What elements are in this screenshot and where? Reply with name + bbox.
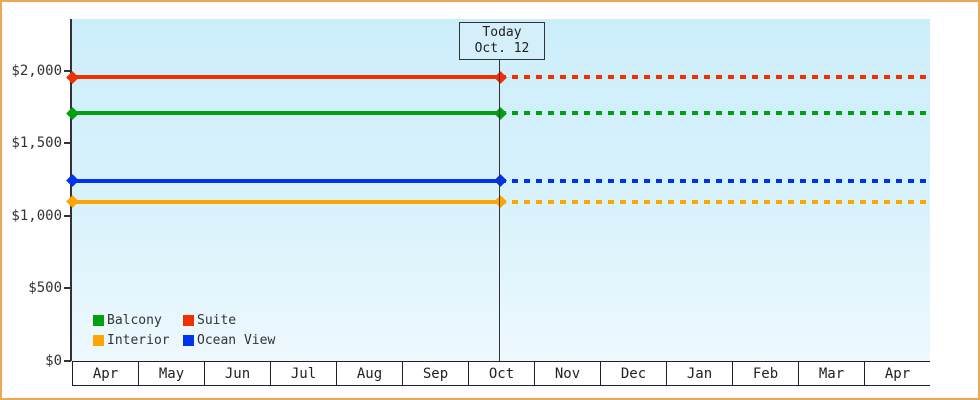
series-line-solid-interior — [72, 199, 500, 204]
legend-item-interior: Interior — [93, 332, 170, 348]
today-label-box: Today Oct. 12 — [459, 22, 545, 60]
series-line-solid-balcony — [72, 111, 500, 116]
legend-swatch — [93, 334, 104, 346]
month-cell: Dec — [601, 362, 667, 385]
series-line-dotted-balcony — [500, 111, 930, 116]
today-label-line1: Today — [482, 25, 522, 40]
month-cell: Apr — [73, 362, 139, 385]
month-cell: Apr — [884, 365, 911, 382]
month-cell: May — [139, 362, 205, 385]
legend-label: Ocean View — [197, 332, 276, 348]
month-cell: Nov — [535, 362, 601, 385]
series-line-dotted-interior — [500, 199, 930, 204]
y-tick — [64, 359, 71, 362]
legend-swatch — [183, 334, 194, 346]
legend-label: Suite — [197, 312, 237, 328]
series-line-dotted-ocean-view — [500, 178, 930, 183]
y-tick-label: $2,000 — [11, 62, 62, 79]
plot-area — [72, 19, 930, 361]
series-line-dotted-suite — [500, 75, 930, 80]
y-tick-label: $1,000 — [11, 207, 62, 224]
legend-item-ocean-view: Ocean View — [183, 332, 276, 348]
month-cell: Jul — [271, 362, 337, 385]
legend-item-balcony: Balcony — [93, 312, 162, 328]
y-tick-label: $500 — [28, 280, 62, 296]
y-tick — [64, 287, 71, 289]
y-tick-label: $0 — [45, 352, 62, 369]
y-axis-line — [70, 19, 72, 361]
legend-swatch — [93, 314, 104, 326]
month-cell: Jan — [667, 362, 733, 385]
series-line-solid-ocean-view — [72, 178, 500, 183]
y-tick — [64, 69, 71, 72]
month-cell: Sep — [403, 362, 469, 385]
legend-item-suite: Suite — [183, 312, 237, 328]
today-label-line2: Oct. 12 — [474, 41, 530, 56]
month-cell: Feb — [733, 362, 799, 385]
y-tick — [64, 142, 71, 144]
month-cell: Aug — [337, 362, 403, 385]
legend-label: Interior — [107, 332, 170, 348]
y-tick-label: $1,500 — [11, 135, 62, 151]
series-line-solid-suite — [72, 75, 500, 80]
x-axis-month-row: Apr May Jun Jul Aug Sep Oct Nov Dec Jan Feb Mar Apr — [72, 361, 930, 386]
month-cell: Mar — [799, 362, 865, 385]
today-vertical-line — [499, 58, 500, 361]
legend-label: Balcony — [107, 312, 162, 328]
legend-swatch — [183, 314, 194, 326]
y-tick — [64, 214, 71, 217]
month-cell: Oct — [469, 362, 535, 385]
month-cell: Jun — [205, 362, 271, 385]
